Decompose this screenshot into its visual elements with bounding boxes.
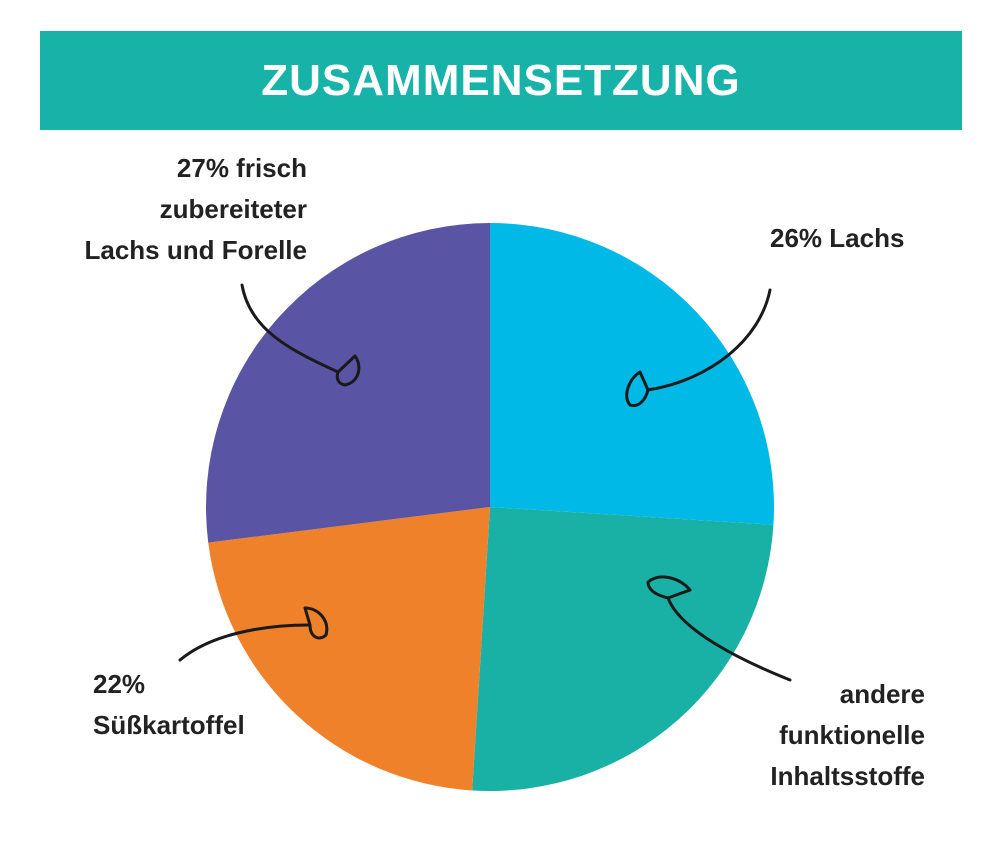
label-line: 27% frisch xyxy=(176,153,307,183)
arrow-head-purple xyxy=(335,354,361,387)
pie-slice-1 xyxy=(472,507,774,791)
label-line: 26% Lachs xyxy=(770,223,905,253)
arrow-teal xyxy=(666,596,792,682)
label-purple: 27% frisch zubereiteter Lachs und Forell… xyxy=(85,148,308,271)
arrow-head-cyan xyxy=(625,370,650,408)
pie-slice-2 xyxy=(208,507,490,791)
label-line: zubereiteter xyxy=(159,194,307,224)
title-bar: ZUSAMMENSETZUNG xyxy=(40,31,962,130)
label-line: funktionelle xyxy=(779,720,925,750)
label-line: Lachs und Forelle xyxy=(84,235,308,265)
pie-slice-0 xyxy=(490,223,774,525)
label-orange: 22% Süßkartoffel xyxy=(93,664,245,746)
arrow-purple xyxy=(240,283,340,374)
arrow-head-orange xyxy=(303,606,329,640)
arrow-head-teal xyxy=(646,575,692,600)
label-line: andere xyxy=(839,679,925,709)
label-teal: andere funktionelle Inhaltsstoffe xyxy=(770,674,925,797)
label-line: 22% xyxy=(93,669,146,699)
label-line: Inhaltsstoffe xyxy=(770,761,925,791)
chart-title: ZUSAMMENSETZUNG xyxy=(261,55,741,105)
label-line: Süßkartoffel xyxy=(93,710,245,740)
arrow-cyan xyxy=(646,288,772,392)
label-cyan: 26% Lachs xyxy=(770,218,904,259)
arrow-orange xyxy=(178,623,312,662)
